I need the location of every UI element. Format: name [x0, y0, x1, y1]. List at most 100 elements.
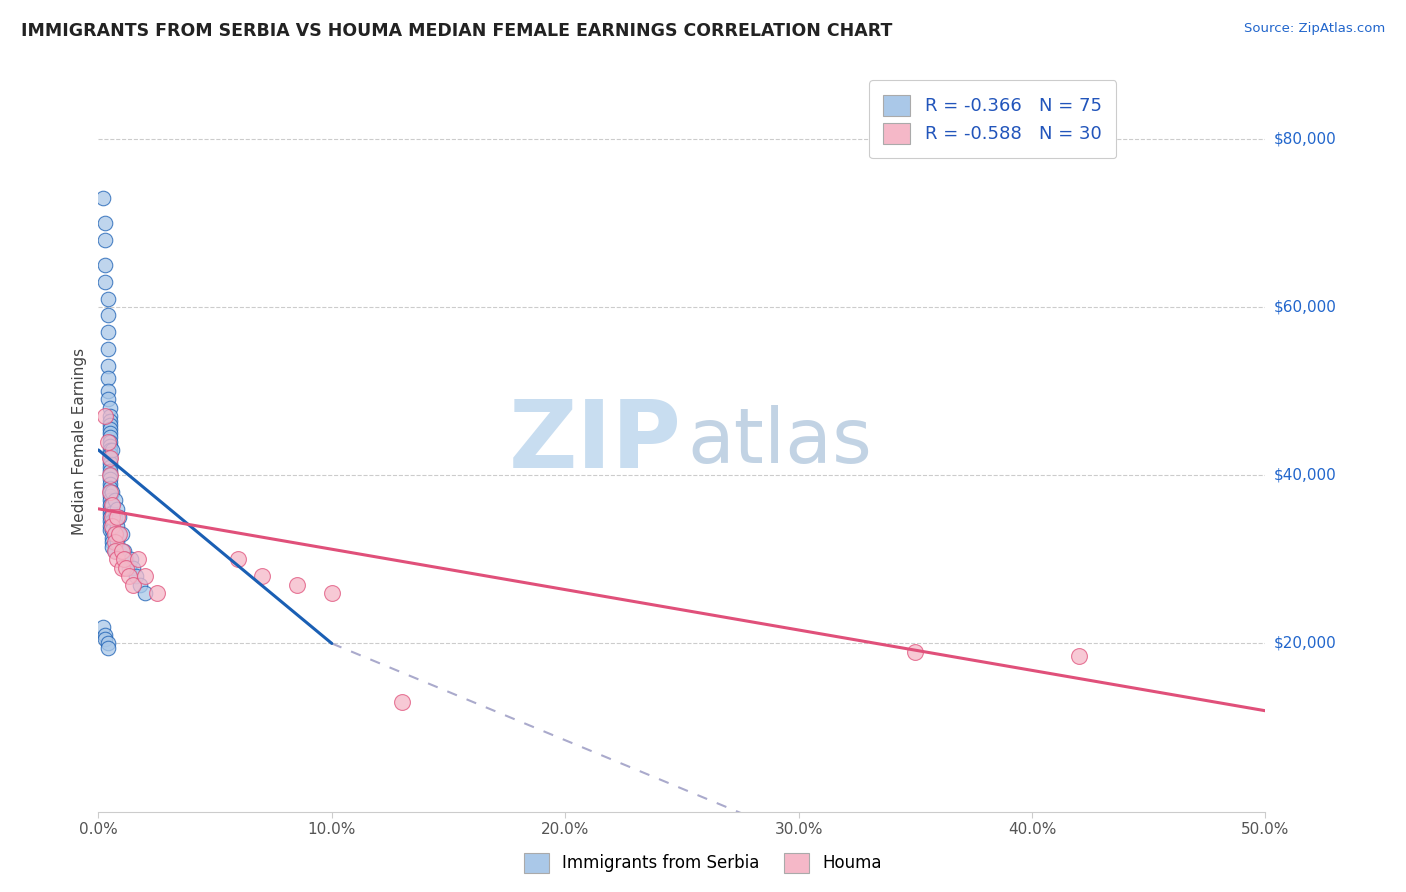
Point — [112, 552, 135, 566]
Point — [98, 426, 121, 441]
Point — [98, 472, 121, 486]
Point — [94, 216, 117, 230]
Point — [101, 515, 124, 529]
Point — [118, 569, 141, 583]
Point — [97, 325, 120, 339]
Point — [104, 493, 127, 508]
Point — [98, 485, 121, 500]
Point — [104, 544, 127, 558]
Point — [98, 506, 121, 520]
Point — [111, 544, 134, 558]
Text: ZIP: ZIP — [509, 395, 682, 488]
Text: Source: ZipAtlas.com: Source: ZipAtlas.com — [1244, 22, 1385, 36]
Point — [98, 510, 121, 524]
Point — [98, 464, 121, 478]
Point — [105, 552, 128, 566]
Legend: R = -0.366   N = 75, R = -0.588   N = 30: R = -0.366 N = 75, R = -0.588 N = 30 — [869, 80, 1116, 158]
Point — [134, 586, 156, 600]
Point — [134, 569, 156, 583]
Point — [94, 258, 117, 272]
Point — [101, 535, 124, 549]
Point — [97, 392, 120, 407]
Point — [1067, 649, 1090, 664]
Point — [101, 485, 124, 500]
Point — [98, 459, 121, 474]
Point — [98, 481, 121, 495]
Point — [108, 527, 131, 541]
Point — [101, 523, 124, 537]
Point — [904, 645, 927, 659]
Point — [98, 451, 121, 466]
Point — [91, 190, 114, 204]
Point — [98, 476, 121, 491]
Point — [97, 384, 120, 398]
Point — [104, 510, 127, 524]
Point — [97, 359, 120, 373]
Point — [98, 447, 121, 461]
Point — [98, 489, 121, 503]
Point — [122, 577, 145, 591]
Point — [98, 456, 121, 470]
Point — [111, 560, 134, 574]
Text: atlas: atlas — [688, 405, 873, 478]
Point — [98, 401, 121, 415]
Point — [98, 417, 121, 432]
Point — [101, 531, 124, 545]
Point — [250, 569, 273, 583]
Point — [127, 552, 149, 566]
Point — [98, 434, 121, 449]
Point — [98, 451, 121, 466]
Point — [98, 515, 121, 529]
Point — [104, 544, 127, 558]
Text: $40,000: $40,000 — [1274, 467, 1337, 483]
Text: $20,000: $20,000 — [1274, 636, 1337, 651]
Point — [98, 430, 121, 444]
Point — [101, 540, 124, 554]
Point — [391, 695, 413, 709]
Point — [97, 342, 120, 356]
Point — [98, 498, 121, 512]
Point — [111, 544, 134, 558]
Point — [97, 309, 120, 323]
Point — [115, 552, 138, 566]
Point — [104, 535, 127, 549]
Point — [98, 493, 121, 508]
Point — [101, 442, 124, 457]
Point — [98, 413, 121, 427]
Point — [112, 544, 135, 558]
Point — [104, 527, 127, 541]
Point — [115, 560, 138, 574]
Point — [321, 586, 343, 600]
Text: $60,000: $60,000 — [1274, 300, 1337, 314]
Point — [98, 468, 121, 483]
Point — [91, 619, 114, 633]
Point — [97, 292, 120, 306]
Point — [108, 527, 131, 541]
Y-axis label: Median Female Earnings: Median Female Earnings — [72, 348, 87, 535]
Text: IMMIGRANTS FROM SERBIA VS HOUMA MEDIAN FEMALE EARNINGS CORRELATION CHART: IMMIGRANTS FROM SERBIA VS HOUMA MEDIAN F… — [21, 22, 893, 40]
Point — [118, 560, 141, 574]
Point — [120, 552, 142, 566]
Legend: Immigrants from Serbia, Houma: Immigrants from Serbia, Houma — [517, 847, 889, 880]
Point — [228, 552, 250, 566]
Text: $80,000: $80,000 — [1274, 131, 1337, 146]
Point — [94, 628, 117, 642]
Point — [122, 560, 145, 574]
Point — [105, 501, 128, 516]
Point — [97, 640, 120, 655]
Point — [98, 518, 121, 533]
Point — [97, 434, 120, 449]
Point — [101, 518, 124, 533]
Point — [94, 275, 117, 289]
Point — [105, 518, 128, 533]
Point — [101, 506, 124, 520]
Point — [97, 371, 120, 385]
Point — [98, 523, 121, 537]
Point — [98, 439, 121, 453]
Point — [101, 498, 124, 512]
Point — [105, 510, 128, 524]
Point — [94, 233, 117, 247]
Point — [146, 586, 169, 600]
Point — [104, 527, 127, 541]
Point — [125, 569, 148, 583]
